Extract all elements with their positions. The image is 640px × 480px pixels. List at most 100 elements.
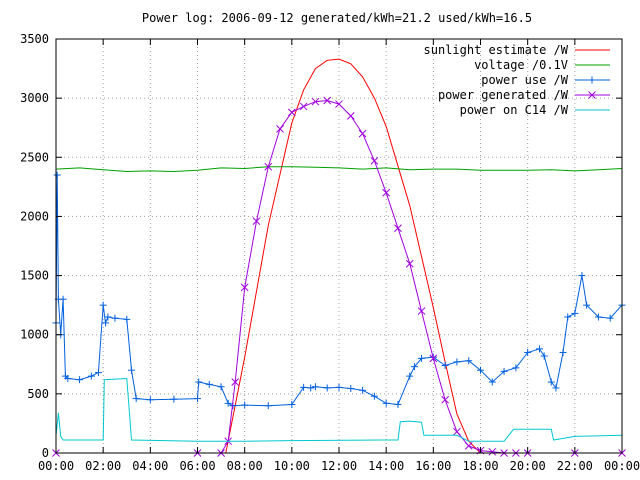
- data-point: [564, 313, 572, 321]
- data-point: [488, 378, 496, 386]
- y-tick-label: 500: [27, 387, 49, 401]
- data-point: [535, 345, 543, 353]
- series-line: [56, 99, 622, 454]
- series-line: [55, 377, 623, 442]
- data-point: [540, 352, 548, 360]
- data-point: [231, 378, 240, 386]
- series-sunlight-estimate-w: [225, 58, 481, 454]
- data-point: [547, 378, 555, 386]
- data-point: [335, 383, 343, 391]
- data-point: [311, 383, 319, 391]
- data-point: [382, 188, 391, 197]
- data-point: [359, 386, 367, 394]
- y-tick-label: 2500: [20, 150, 49, 164]
- data-point: [405, 259, 414, 268]
- data-point: [87, 372, 95, 380]
- data-point: [358, 129, 367, 138]
- data-point: [76, 376, 84, 384]
- legend-swatch: [575, 91, 610, 99]
- series-power-generated-w: [52, 96, 626, 457]
- data-point: [94, 369, 102, 377]
- data-point: [311, 97, 320, 106]
- data-point: [217, 383, 225, 391]
- data-point: [252, 217, 261, 226]
- data-point: [382, 399, 390, 407]
- data-point: [241, 401, 249, 409]
- data-point: [441, 395, 449, 404]
- data-point: [500, 367, 508, 375]
- x-tick-label: 04:00: [132, 459, 168, 473]
- data-point: [240, 283, 249, 292]
- y-tick-label: 3500: [20, 32, 49, 46]
- data-point: [477, 366, 484, 374]
- data-point: [323, 96, 332, 105]
- y-tick-label: 0: [42, 446, 49, 460]
- data-point: [111, 314, 119, 322]
- x-tick-label: 08:00: [227, 459, 263, 473]
- data-point: [64, 374, 72, 382]
- y-tick-label: 2000: [20, 209, 49, 223]
- data-point: [524, 348, 532, 356]
- data-point: [59, 295, 67, 303]
- data-point: [300, 383, 308, 391]
- data-point: [552, 384, 560, 392]
- legend-label: power on C14 /W: [460, 103, 569, 117]
- series-line: [225, 58, 481, 454]
- data-point: [571, 309, 579, 317]
- data-point: [594, 313, 602, 321]
- data-point: [224, 399, 232, 407]
- y-axis: 0 500 1000 1500 2000 2500 3000 3500: [20, 32, 622, 460]
- data-point: [394, 401, 402, 409]
- x-tick-label: 00:00: [604, 459, 640, 473]
- data-point: [453, 427, 461, 436]
- data-point: [606, 314, 614, 322]
- data-point: [453, 358, 461, 366]
- data-point: [488, 447, 497, 456]
- data-point: [410, 363, 418, 371]
- data-point: [264, 402, 272, 410]
- data-point: [418, 354, 426, 362]
- data-point: [346, 112, 355, 120]
- x-tick-label: 14:00: [368, 459, 404, 473]
- data-point: [194, 395, 201, 403]
- grid-lines: [56, 39, 622, 453]
- data-point: [287, 108, 296, 117]
- data-point: [417, 307, 426, 315]
- data-point: [53, 171, 61, 179]
- legend-label: sunlight estimate /W: [424, 43, 569, 57]
- data-point: [299, 102, 308, 111]
- x-tick-label: 00:00: [38, 459, 74, 473]
- series-line: [55, 166, 623, 173]
- legend-label: power generated /W: [438, 88, 569, 102]
- x-tick-label: 02:00: [85, 459, 121, 473]
- data-point: [99, 301, 107, 309]
- data-point: [195, 378, 203, 386]
- data-point: [104, 313, 112, 321]
- y-tick-label: 3000: [20, 91, 49, 105]
- data-point: [583, 301, 591, 309]
- series-layer: [52, 58, 626, 457]
- data-point: [132, 395, 140, 403]
- data-point: [288, 401, 296, 409]
- data-point: [276, 125, 284, 133]
- x-tick-label: 12:00: [321, 459, 357, 473]
- data-point: [347, 385, 355, 393]
- data-point: [441, 361, 449, 369]
- x-tick-label: 16:00: [415, 459, 451, 473]
- data-point: [146, 396, 154, 404]
- x-axis: 00:00 02:00 04:00 06:00 08:00 10:00 12:00 14:00…: [38, 39, 640, 473]
- y-tick-label: 1500: [20, 269, 49, 283]
- series-power-on-c14-w: [55, 377, 623, 442]
- data-point: [559, 348, 567, 356]
- legend-label: voltage /0.1V: [474, 58, 568, 72]
- y-tick-label: 1000: [20, 328, 49, 342]
- x-tick-label: 06:00: [179, 459, 215, 473]
- data-point: [578, 272, 586, 280]
- data-point: [512, 364, 520, 372]
- data-point: [370, 156, 379, 165]
- data-point: [205, 380, 213, 388]
- data-point: [170, 395, 178, 403]
- data-point: [307, 384, 315, 392]
- chart-title: Power log: 2006-09-12 generated/kWh=21.2…: [142, 11, 532, 25]
